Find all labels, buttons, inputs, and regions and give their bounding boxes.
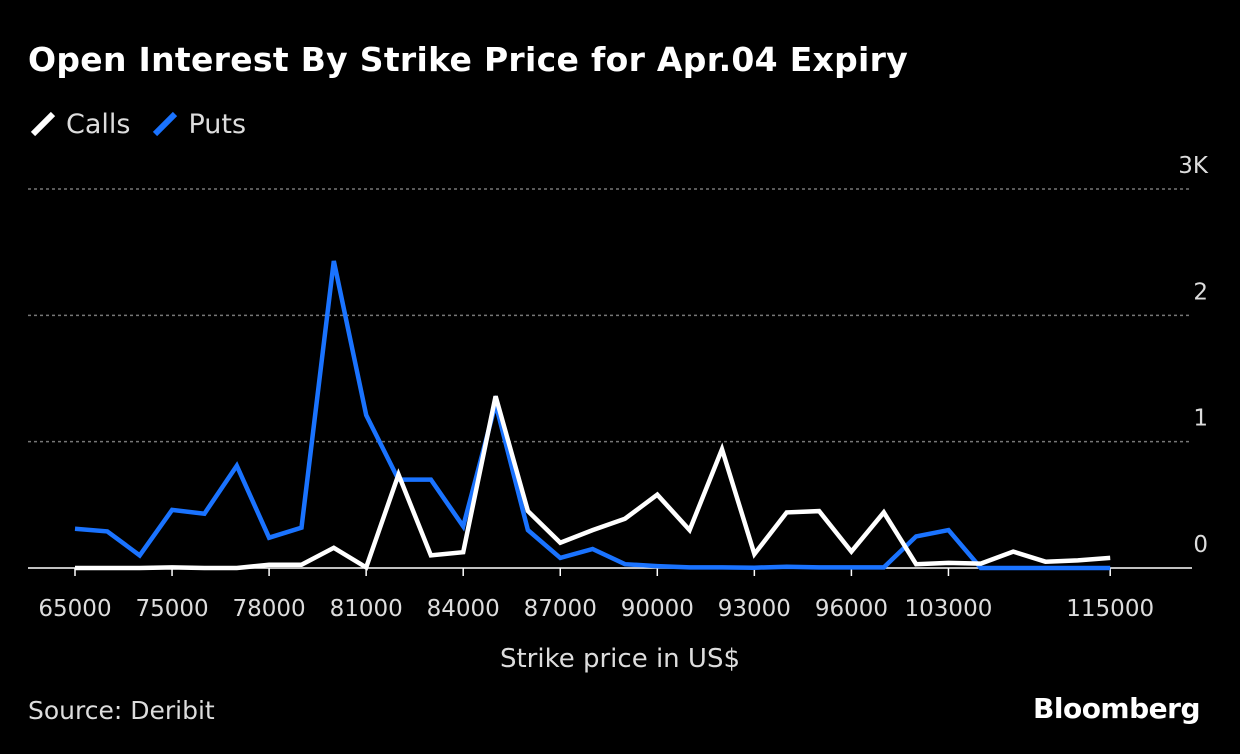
y-axis-ticks: 0 1 2 3K [1178,153,1209,558]
calls-swatch-icon [30,111,56,137]
x-tick-label: 78000 [233,596,306,622]
puts-swatch-icon [153,111,178,137]
series-line-puts [74,260,1111,571]
gridlines [28,188,1192,569]
series-lines [74,260,1111,571]
y-tick-label: 1 [1193,406,1208,432]
legend: Calls Puts [28,106,266,142]
legend-item-puts: Puts [150,109,246,140]
y-tick-label: 2 [1193,279,1208,305]
x-tick-label: 65000 [38,596,111,622]
x-tick-label: 90000 [621,596,694,622]
x-tick-label: 115000 [1066,596,1154,622]
x-tick-label: 75000 [135,596,208,622]
x-tick-label: 84000 [427,596,500,622]
y-tick-label: 3K [1178,153,1209,179]
x-tick-label: 87000 [524,596,597,622]
series-line-calls [75,395,1111,571]
y-tick-label: 0 [1193,532,1208,558]
x-tick-label: 93000 [718,596,791,622]
x-tick-label: 81000 [330,596,403,622]
legend-label-puts: Puts [188,108,247,140]
legend-label-calls: Calls [66,108,131,140]
x-axis-ticks: 65000 75000 78000 81000 84000 87000 90000 93000… [38,568,1154,622]
x-tick-label: 103000 [905,596,993,622]
x-axis-label: Strike price in US$ [500,644,740,674]
x-tick-label: 96000 [815,596,888,622]
bloomberg-logo: Bloomberg [1033,692,1200,725]
legend-item-calls: Calls [28,109,130,140]
chart-title: Open Interest By Strike Price for Apr.04… [28,40,909,79]
source-note: Source: Deribit [28,696,215,725]
